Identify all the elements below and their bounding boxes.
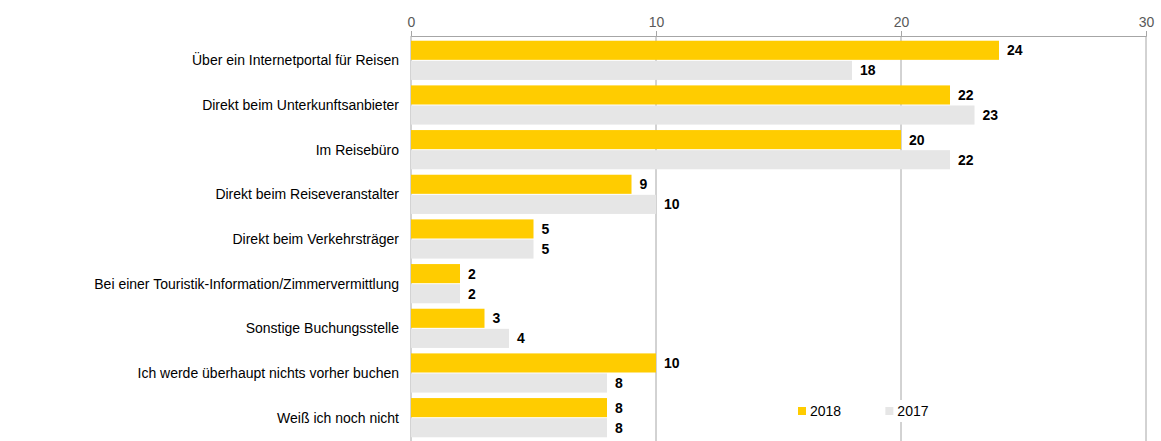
bar [411, 85, 950, 104]
data-label: 8 [615, 375, 623, 391]
tick-label: 20 [894, 14, 910, 30]
data-label: 3 [493, 310, 501, 326]
grid-line [1146, 36, 1147, 441]
legend-swatch [885, 407, 893, 415]
bars [411, 41, 999, 438]
bar [411, 41, 999, 60]
data-label: 8 [615, 420, 623, 436]
bar [411, 309, 485, 328]
category-label: Ich werde überhaupt nichts vorher buchen [138, 365, 400, 381]
bar [411, 353, 656, 372]
legend: 2018 2017 [794, 400, 933, 422]
tick-mark [656, 31, 657, 36]
tick: 10 [649, 14, 665, 36]
axis-line [412, 31, 1147, 37]
bar [411, 374, 607, 393]
category-labels: Über ein Internetportal für Reisen Direkt… [94, 51, 399, 425]
bar [411, 398, 607, 417]
bar [411, 219, 534, 238]
category-label: Direkt beim Unterkunftsanbieter [202, 97, 399, 113]
data-label: 22 [958, 87, 974, 103]
legend-label: 2018 [810, 403, 841, 419]
data-label: 5 [542, 221, 550, 237]
tick-label: 0 [408, 14, 416, 30]
data-label: 2 [468, 286, 476, 302]
chart: 0 10 20 30 Über ein Internetportal für Reise… [0, 0, 1161, 441]
data-label: 2 [468, 266, 476, 282]
category-label: Über ein Internetportal für Reisen [192, 51, 399, 68]
data-label: 10 [664, 196, 680, 212]
data-label: 18 [860, 62, 876, 78]
category-label: Direkt beim Reiseveranstalter [215, 186, 399, 202]
tick: 0 [408, 14, 416, 36]
category-label: Im Reisebüro [316, 142, 399, 158]
category-label: Bei einer Touristik-Information/Zimmerve… [94, 276, 399, 292]
bar [411, 195, 656, 214]
legend-swatch [798, 407, 806, 415]
data-labels: 24222095231081823221052488 [468, 42, 1023, 435]
bar [411, 61, 852, 80]
tick: 30 [1139, 14, 1155, 36]
tick-label: 30 [1139, 14, 1155, 30]
data-label: 23 [983, 107, 999, 123]
data-label: 9 [640, 176, 648, 192]
data-label: 8 [615, 400, 623, 416]
legend-background [794, 400, 933, 422]
grid [411, 36, 1146, 441]
tick-label: 10 [649, 14, 665, 30]
legend-label: 2017 [897, 403, 928, 419]
data-label: 5 [542, 241, 550, 257]
bar [411, 329, 509, 348]
data-label: 22 [958, 152, 974, 168]
bar [411, 106, 975, 125]
bar [411, 130, 901, 149]
bar [411, 284, 460, 303]
bar [411, 175, 632, 194]
bar [411, 150, 950, 169]
category-label: Sonstige Buchungsstelle [246, 320, 400, 336]
data-label: 24 [1007, 42, 1023, 58]
category-label: Weiß ich noch nicht [277, 410, 399, 426]
tick-mark [411, 31, 412, 36]
tick-mark [1146, 31, 1147, 36]
tick-mark [901, 31, 902, 36]
data-label: 20 [909, 132, 925, 148]
bar [411, 264, 460, 283]
x-axis: 0 10 20 30 [408, 14, 1155, 37]
data-label: 4 [517, 330, 525, 346]
bar [411, 240, 534, 259]
tick: 20 [894, 14, 910, 36]
data-label: 10 [664, 355, 680, 371]
category-label: Direkt beim Verkehrsträger [232, 231, 399, 247]
bar [411, 418, 607, 437]
